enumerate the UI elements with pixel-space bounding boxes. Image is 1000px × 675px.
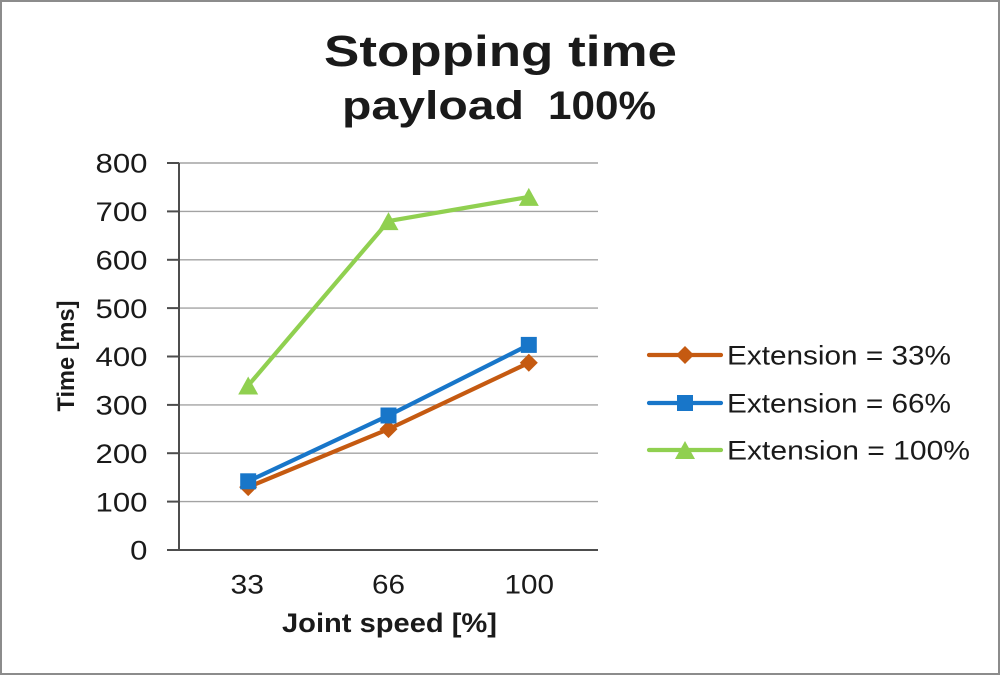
svg-text:Stopping time: Stopping time (324, 27, 677, 76)
svg-text:600: 600 (96, 246, 148, 276)
svg-text:66: 66 (372, 570, 405, 600)
svg-text:500: 500 (96, 294, 148, 324)
svg-text:Extension = 66%: Extension = 66% (727, 389, 951, 419)
svg-text:Extension = 100%: Extension = 100% (727, 436, 970, 466)
svg-text:200: 200 (96, 439, 148, 469)
svg-text:100%: 100% (548, 84, 656, 128)
svg-text:300: 300 (96, 391, 148, 421)
svg-text:Extension = 33%: Extension = 33% (727, 341, 951, 371)
svg-text:800: 800 (96, 149, 148, 179)
svg-text:0: 0 (130, 536, 147, 566)
svg-text:700: 700 (96, 197, 148, 227)
svg-text:400: 400 (96, 342, 148, 372)
svg-text:100: 100 (505, 570, 555, 600)
svg-text:Joint speed [%]: Joint speed [%] (282, 608, 497, 638)
svg-text:payload: payload (342, 84, 524, 128)
svg-text:Time [ms]: Time [ms] (53, 301, 80, 412)
svg-text:100: 100 (96, 487, 148, 517)
svg-text:33: 33 (231, 570, 265, 600)
